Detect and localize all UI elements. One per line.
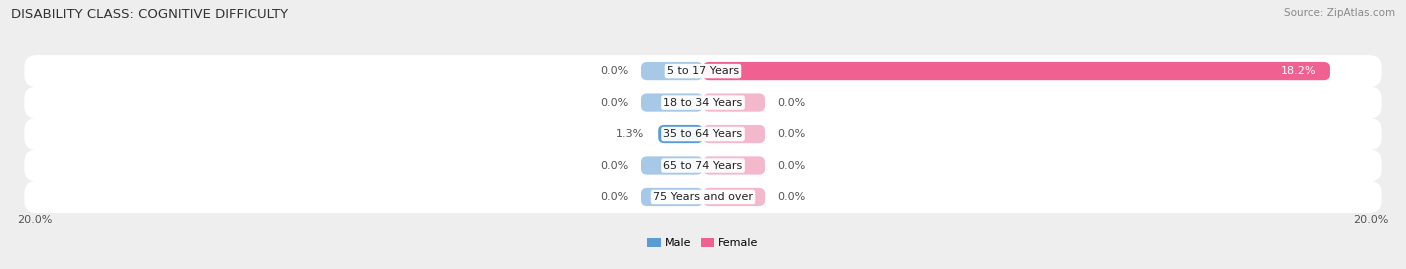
Text: 0.0%: 0.0% bbox=[600, 192, 628, 202]
FancyBboxPatch shape bbox=[24, 87, 1382, 119]
FancyBboxPatch shape bbox=[641, 188, 703, 206]
Text: 18 to 34 Years: 18 to 34 Years bbox=[664, 98, 742, 108]
FancyBboxPatch shape bbox=[703, 188, 765, 206]
FancyBboxPatch shape bbox=[24, 181, 1382, 213]
FancyBboxPatch shape bbox=[703, 62, 1330, 80]
Text: 0.0%: 0.0% bbox=[600, 161, 628, 171]
FancyBboxPatch shape bbox=[641, 156, 703, 175]
FancyBboxPatch shape bbox=[24, 150, 1382, 182]
Text: 0.0%: 0.0% bbox=[778, 98, 806, 108]
Text: 0.0%: 0.0% bbox=[778, 129, 806, 139]
FancyBboxPatch shape bbox=[703, 93, 765, 112]
Text: 0.0%: 0.0% bbox=[600, 66, 628, 76]
Text: DISABILITY CLASS: COGNITIVE DIFFICULTY: DISABILITY CLASS: COGNITIVE DIFFICULTY bbox=[11, 8, 288, 21]
Legend: Male, Female: Male, Female bbox=[643, 233, 763, 253]
Text: 75 Years and over: 75 Years and over bbox=[652, 192, 754, 202]
Text: 0.0%: 0.0% bbox=[778, 192, 806, 202]
Text: 0.0%: 0.0% bbox=[600, 98, 628, 108]
Text: 65 to 74 Years: 65 to 74 Years bbox=[664, 161, 742, 171]
Text: 0.0%: 0.0% bbox=[778, 161, 806, 171]
Text: 20.0%: 20.0% bbox=[1353, 215, 1389, 225]
FancyBboxPatch shape bbox=[24, 55, 1382, 87]
Text: 5 to 17 Years: 5 to 17 Years bbox=[666, 66, 740, 76]
Text: 18.2%: 18.2% bbox=[1281, 66, 1316, 76]
FancyBboxPatch shape bbox=[641, 93, 703, 112]
FancyBboxPatch shape bbox=[703, 156, 765, 175]
FancyBboxPatch shape bbox=[24, 118, 1382, 150]
FancyBboxPatch shape bbox=[658, 125, 703, 143]
Text: 35 to 64 Years: 35 to 64 Years bbox=[664, 129, 742, 139]
FancyBboxPatch shape bbox=[641, 62, 703, 80]
Text: Source: ZipAtlas.com: Source: ZipAtlas.com bbox=[1284, 8, 1395, 18]
Text: 20.0%: 20.0% bbox=[17, 215, 53, 225]
Text: 1.3%: 1.3% bbox=[616, 129, 644, 139]
FancyBboxPatch shape bbox=[703, 125, 765, 143]
